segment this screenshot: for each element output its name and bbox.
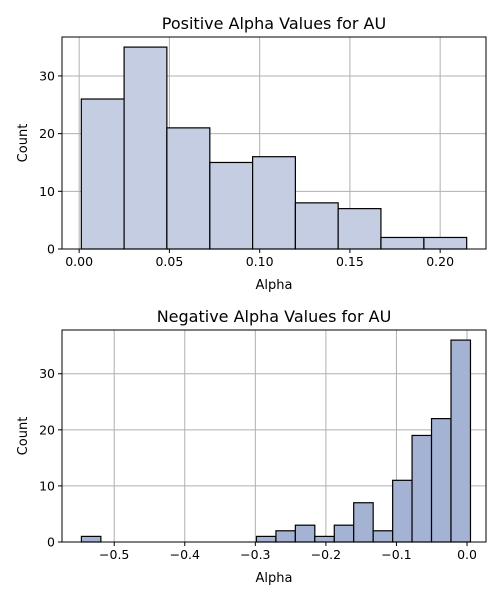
chart-1: 0.00 0.05 0.10 0.15 0.20 0 10 20 30 Positive Alph… — [16, 14, 487, 293]
y-tick-label: 0 — [47, 535, 55, 550]
histogram-bar — [209, 161, 254, 250]
chart-title: Negative Alpha Values for AU — [157, 307, 392, 326]
x-tick-label: 0.20 — [426, 254, 454, 269]
y-tick-label: 0 — [47, 242, 55, 257]
histogram-bar — [450, 339, 472, 543]
x-axis-label: Alpha — [256, 278, 293, 293]
histogram-bar — [333, 524, 355, 543]
histogram-bar — [294, 524, 316, 543]
histogram-bar — [123, 46, 168, 250]
histogram-bar — [380, 236, 425, 250]
chart-2: −0.5 −0.4 −0.3 −0.2 −0.1 0.0 0 10 20 30 Negative A… — [16, 307, 487, 586]
x-tick-label: −0.4 — [170, 547, 200, 562]
histogram-bar — [392, 479, 413, 543]
histogram-bar — [252, 156, 296, 250]
y-tick-label: 10 — [39, 184, 55, 199]
histogram-bar — [430, 418, 452, 543]
axes-frame — [61, 329, 487, 543]
histogram-bar — [372, 530, 394, 543]
histogram-bar — [294, 202, 339, 250]
x-tick-label: −0.3 — [240, 547, 270, 562]
x-tick-label: −0.2 — [311, 547, 341, 562]
y-axis-label: Count — [16, 417, 31, 456]
histogram-bar — [353, 502, 374, 543]
x-tick-label: 0.10 — [246, 254, 274, 269]
y-tick-label: 20 — [39, 422, 55, 437]
axes-frame — [61, 36, 487, 250]
x-tick-label: 0.00 — [65, 254, 93, 269]
y-tick-label: 10 — [39, 478, 55, 493]
histogram-bar — [314, 535, 335, 543]
x-tick-label: −0.1 — [381, 547, 411, 562]
histogram-bar — [423, 236, 468, 250]
chart-title: Positive Alpha Values for AU — [162, 14, 386, 33]
histogram-bar — [80, 535, 102, 543]
histogram-bar — [337, 208, 382, 250]
histogram-bar — [255, 535, 277, 543]
x-axis-label: Alpha — [256, 571, 293, 586]
y-tick-label: 30 — [39, 68, 55, 83]
x-tick-label: 0.05 — [155, 254, 183, 269]
y-tick-label: 20 — [39, 126, 55, 141]
y-axis-label: Count — [16, 124, 31, 163]
x-tick-label: −0.5 — [99, 547, 129, 562]
histogram-bar — [411, 434, 433, 543]
y-tick-label: 30 — [39, 366, 55, 381]
x-tick-label: 0.0 — [457, 547, 477, 562]
histogram-bar — [275, 530, 296, 543]
histogram-bar — [166, 127, 211, 250]
histogram-bar — [80, 98, 125, 250]
x-tick-label: 0.15 — [336, 254, 364, 269]
